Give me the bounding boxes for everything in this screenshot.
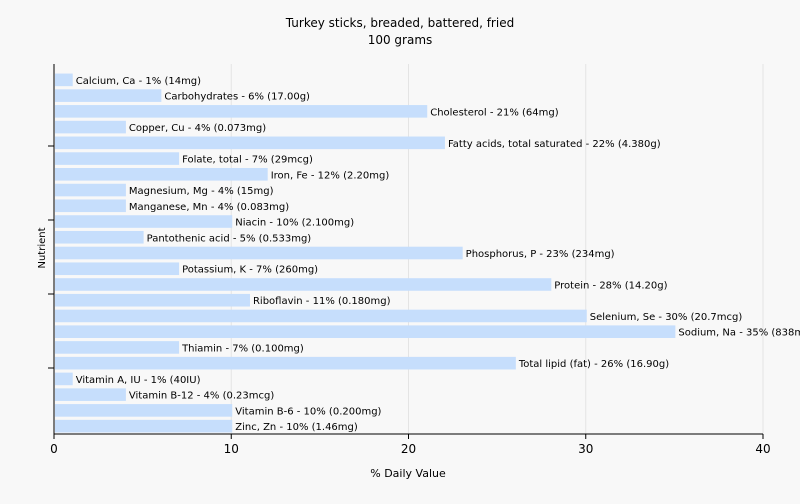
x-tick-label: 20 bbox=[401, 442, 416, 456]
bar bbox=[55, 325, 676, 338]
bar bbox=[55, 356, 516, 370]
bar bbox=[55, 246, 463, 260]
bar bbox=[55, 293, 250, 307]
bar-label: Zinc, Zn - 10% (1.46mg) bbox=[235, 422, 358, 433]
x-tick-label: 30 bbox=[578, 442, 593, 456]
bar-label: Manganese, Mn - 4% (0.083mg) bbox=[129, 202, 289, 213]
bar bbox=[55, 89, 162, 102]
bar bbox=[55, 419, 233, 433]
bar-label: Thiamin - 7% (0.100mg) bbox=[181, 343, 304, 354]
bar-label: Niacin - 10% (2.100mg) bbox=[235, 218, 354, 229]
bar bbox=[55, 136, 445, 150]
bar bbox=[55, 168, 268, 181]
x-tick-label: 10 bbox=[224, 442, 239, 456]
bar bbox=[55, 183, 126, 197]
bar-label: Magnesium, Mg - 4% (15mg) bbox=[129, 186, 274, 197]
bar bbox=[55, 230, 144, 244]
bar bbox=[55, 404, 233, 417]
bar bbox=[55, 215, 233, 228]
x-axis-label: % Daily Value bbox=[370, 467, 446, 480]
bar bbox=[55, 372, 73, 386]
chart-subtitle: 100 grams bbox=[368, 33, 433, 47]
bar-label: Pantothenic acid - 5% (0.533mg) bbox=[147, 233, 312, 244]
bar-label: Phosphorus, P - 23% (234mg) bbox=[466, 249, 615, 260]
bar-label: Carbohydrates - 6% (17.00g) bbox=[164, 92, 310, 103]
bar bbox=[55, 341, 180, 354]
bar-label: Total lipid (fat) - 26% (16.90g) bbox=[518, 359, 669, 370]
axis-layer: 0 10 20 30 40 bbox=[48, 64, 771, 456]
bar-label: Vitamin B-6 - 10% (0.200mg) bbox=[235, 406, 381, 417]
bar-label: Riboflavin - 11% (0.180mg) bbox=[253, 296, 391, 307]
bar-label: Selenium, Se - 30% (20.7mcg) bbox=[590, 312, 743, 323]
bar-label: Vitamin B-12 - 4% (0.23mcg) bbox=[129, 391, 274, 402]
bar bbox=[55, 262, 180, 276]
bar bbox=[55, 73, 73, 87]
bar-label: Protein - 28% (14.20g) bbox=[554, 280, 667, 291]
bar bbox=[55, 105, 428, 118]
bar-label: Vitamin A, IU - 1% (40IU) bbox=[76, 375, 201, 386]
y-axis-label: Nutrient bbox=[37, 227, 48, 268]
bar bbox=[55, 309, 587, 323]
bar bbox=[55, 120, 126, 134]
chart-title: Turkey sticks, breaded, battered, fried bbox=[285, 16, 514, 30]
bar-label: Iron, Fe - 12% (2.20mg) bbox=[271, 170, 390, 181]
bar-label: Sodium, Na - 35% (838mg) bbox=[678, 328, 800, 339]
x-tick-label: 0 bbox=[50, 442, 58, 456]
bar-layer: Calcium, Ca - 1% (14mg) Carbohydrates - 6… bbox=[55, 73, 800, 433]
bar-label: Folate, total - 7% (29mcg) bbox=[182, 155, 313, 166]
bar-label: Calcium, Ca - 1% (14mg) bbox=[76, 76, 201, 87]
x-tick-label: 40 bbox=[755, 442, 770, 456]
bar-label: Potassium, K - 7% (260mg) bbox=[182, 265, 318, 276]
bar bbox=[55, 152, 180, 165]
bar-label: Fatty acids, total saturated - 22% (4.38… bbox=[448, 139, 661, 150]
bar-label: Cholesterol - 21% (64mg) bbox=[430, 107, 559, 118]
bar bbox=[55, 388, 126, 401]
bar-label: Copper, Cu - 4% (0.073mg) bbox=[129, 123, 266, 134]
bar bbox=[55, 199, 126, 213]
bar bbox=[55, 278, 552, 291]
